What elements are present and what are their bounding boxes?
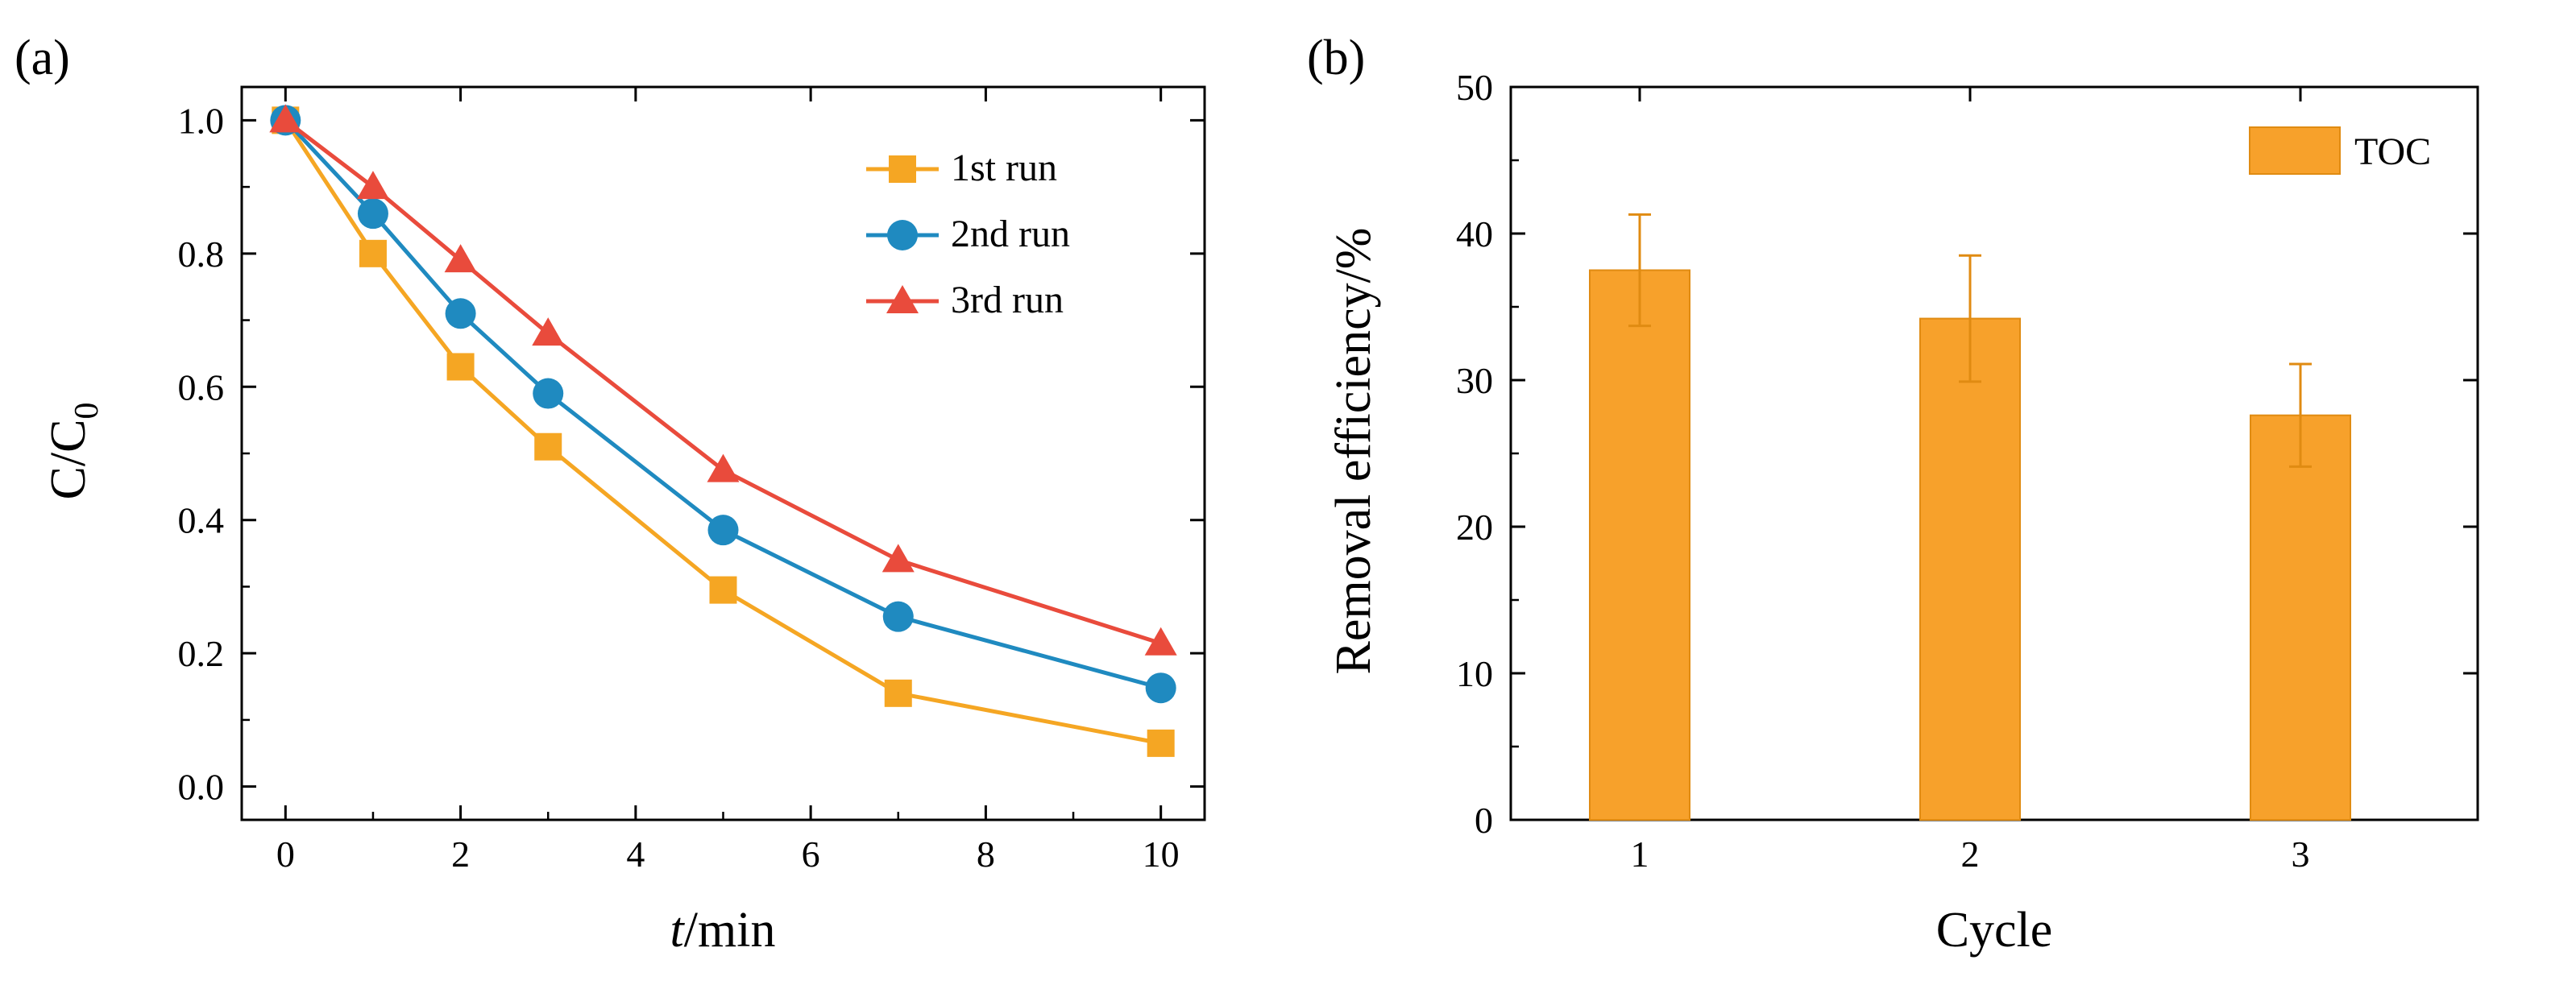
y-tick-label: 10 bbox=[1456, 653, 1493, 694]
series-1st-run bbox=[272, 106, 1175, 757]
panel-b-label: (b) bbox=[1307, 31, 1365, 85]
data-point bbox=[1145, 672, 1176, 704]
panel-a-label: (a) bbox=[15, 31, 70, 85]
data-point bbox=[359, 239, 387, 267]
data-point bbox=[269, 104, 302, 133]
bar bbox=[2250, 414, 2351, 821]
legend-symbol-3rd-run bbox=[866, 285, 939, 313]
panel-a: (a) 0 2 4 6 8 10 0.0 0.2 0.4 0.6 0.8 1.0… bbox=[15, 31, 1206, 958]
legend-b: TOC bbox=[2249, 126, 2431, 175]
data-point bbox=[532, 317, 565, 346]
x-tick-label: 4 bbox=[626, 834, 645, 875]
data-point bbox=[884, 679, 912, 707]
legend-symbol-2nd-run bbox=[866, 220, 939, 250]
axis-ticks-a bbox=[242, 87, 1205, 820]
y-tick-labels-a: 0.0 0.2 0.4 0.6 0.8 1.0 bbox=[178, 100, 225, 807]
x-tick-label: 2 bbox=[1961, 834, 1980, 875]
legend-marker bbox=[886, 285, 919, 313]
legend-marker bbox=[889, 155, 916, 183]
y-tick-label: 50 bbox=[1456, 67, 1493, 108]
error-bar bbox=[1959, 254, 1981, 383]
y-tick-label: 1.0 bbox=[178, 100, 225, 141]
legend-marker bbox=[887, 220, 918, 250]
data-point bbox=[533, 378, 564, 409]
error-bar bbox=[2289, 362, 2312, 468]
x-tick-labels-b: 1 2 3 bbox=[1631, 834, 2310, 875]
bar bbox=[1589, 269, 1690, 821]
y-tick-label: 0.0 bbox=[178, 767, 225, 808]
y-axis-title-a-main: C/C bbox=[41, 420, 96, 500]
y-tick-label: 0.4 bbox=[178, 500, 225, 541]
y-tick-label: 0.6 bbox=[178, 366, 225, 408]
legend-label-2nd-run: 2nd run bbox=[951, 213, 1070, 255]
y-tick-label: 20 bbox=[1456, 507, 1493, 548]
x-axis-title-b: Cycle bbox=[1936, 903, 2053, 958]
y-tick-label: 0.8 bbox=[178, 234, 225, 275]
legend-symbol-1st-run bbox=[866, 155, 939, 183]
legend-swatch-toc bbox=[2249, 126, 2341, 175]
y-tick-label: 0 bbox=[1475, 800, 1493, 841]
x-tick-label: 2 bbox=[451, 834, 470, 875]
panel-b: (b) 1 2 3 0 10 20 30 40 50 Cycle Removal… bbox=[1307, 31, 2479, 958]
data-point bbox=[356, 171, 389, 200]
x-tick-label: 3 bbox=[2292, 834, 2310, 875]
x-tick-label: 0 bbox=[276, 834, 295, 875]
data-point bbox=[534, 432, 562, 461]
y-axis-title-a-sub: 0 bbox=[68, 403, 106, 420]
x-tick-label: 10 bbox=[1143, 834, 1180, 875]
y-tick-labels-b: 0 10 20 30 40 50 bbox=[1456, 67, 1493, 841]
series-layer-a bbox=[269, 104, 1177, 757]
bars-layer-b bbox=[1589, 213, 2351, 821]
y-axis-title-b: Removal efficiency/% bbox=[1326, 228, 1381, 675]
data-point bbox=[707, 515, 739, 546]
y-tick-label: 0.2 bbox=[178, 633, 225, 674]
x-tick-labels-a: 0 2 4 6 8 10 bbox=[276, 834, 1180, 875]
y-axis-title-a: C/C0 bbox=[41, 403, 106, 500]
x-tick-label: 1 bbox=[1631, 834, 1649, 875]
series-3rd-run bbox=[269, 104, 1177, 656]
legend-label-1st-run: 1st run bbox=[951, 147, 1057, 189]
legend-label-3rd-run: 3rd run bbox=[951, 279, 1064, 321]
legend-label-toc: TOC bbox=[2354, 130, 2431, 173]
x-axis-title-a-rest: /min bbox=[684, 903, 776, 958]
data-point bbox=[709, 576, 737, 604]
bar bbox=[1919, 317, 2021, 821]
data-point bbox=[1147, 729, 1175, 757]
x-axis-title-a: t/min bbox=[670, 903, 776, 958]
data-point bbox=[357, 198, 388, 230]
x-tick-label: 8 bbox=[977, 834, 995, 875]
data-point bbox=[446, 353, 475, 381]
series-2nd-run bbox=[270, 105, 1176, 704]
data-point bbox=[1144, 627, 1177, 656]
legend-a: 1st run 2nd run 3rd run bbox=[866, 147, 1070, 321]
y-tick-label: 40 bbox=[1456, 213, 1493, 254]
data-point bbox=[707, 453, 740, 482]
x-tick-label: 6 bbox=[802, 834, 820, 875]
data-point bbox=[444, 244, 477, 273]
error-bar bbox=[1628, 213, 1651, 328]
data-point bbox=[882, 601, 914, 632]
data-point bbox=[445, 298, 476, 329]
y-tick-label: 30 bbox=[1456, 360, 1493, 401]
data-point bbox=[881, 544, 915, 573]
series-line bbox=[284, 118, 1162, 646]
x-axis-title-a-italic: t bbox=[670, 903, 686, 958]
